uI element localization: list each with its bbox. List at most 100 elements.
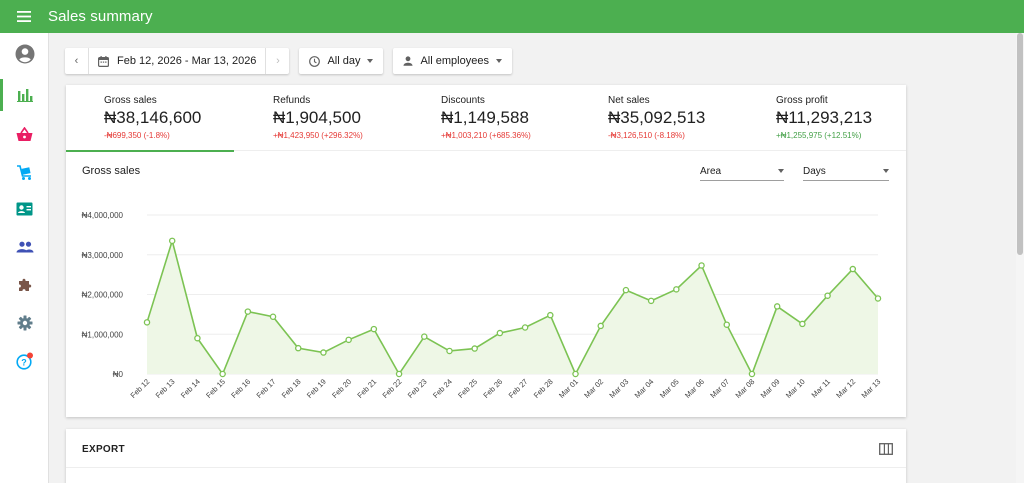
date-range-button[interactable]: Feb 12, 2026 - Mar 13, 2026 (88, 48, 267, 74)
data-point[interactable] (194, 334, 201, 342)
kpi-change: -₦3,126,510 (-8.18%) (608, 131, 685, 140)
sidebar-item-reports[interactable] (0, 76, 49, 114)
y-tick-label: ₦3,000,000 (82, 251, 124, 260)
app-header: Sales summary (0, 0, 1024, 33)
x-tick-label: Mar 13 (860, 377, 883, 400)
kpi-tab-gross-profit[interactable]: Gross profit ₦11,293,213 +₦1,255,975 (+1… (738, 85, 906, 151)
data-point[interactable] (547, 311, 554, 319)
x-tick-label: Feb 17 (255, 377, 278, 400)
chart-type-select[interactable]: Area (700, 162, 784, 181)
chevron-down-icon (883, 169, 889, 173)
x-tick-label: Mar 12 (834, 377, 857, 400)
prev-period-button[interactable]: ‹ (74, 55, 79, 67)
active-tab-indicator (66, 150, 234, 152)
data-point[interactable] (471, 345, 478, 352)
x-tick-label: Mar 06 (683, 377, 706, 400)
data-point[interactable] (219, 370, 226, 378)
period-value: Days (803, 165, 826, 177)
data-point[interactable] (269, 313, 277, 321)
period-select[interactable]: Days (803, 162, 889, 181)
data-point[interactable] (244, 308, 252, 315)
next-period-button[interactable]: › (276, 55, 280, 67)
kpi-tabs: Gross sales ₦38,146,600 -₦699,350 (-1.8%… (66, 85, 906, 152)
chart-title: Gross sales (82, 165, 141, 177)
kpi-value: ₦1,149,588 (441, 108, 529, 127)
x-tick-label: Mar 08 (734, 377, 757, 400)
sidebar-item-employees[interactable] (0, 228, 49, 266)
sidebar-item-sales[interactable] (0, 115, 49, 153)
x-tick-label: Mar 01 (557, 377, 580, 400)
sidebar-item-settings[interactable] (0, 304, 49, 342)
data-point[interactable] (824, 292, 831, 299)
sidebar-item-help[interactable]: ? (0, 342, 49, 380)
y-tick-label: ₦4,000,000 (82, 211, 124, 220)
svg-text:?: ? (21, 357, 27, 367)
data-point[interactable] (698, 262, 705, 269)
menu-icon[interactable] (0, 0, 48, 33)
filter-bar: ‹ Feb 12, 2026 - Mar 13, 2026 › All day … (65, 48, 512, 74)
x-tick-label: Feb 28 (532, 377, 555, 400)
sales-summary-card: Gross sales ₦38,146,600 -₦699,350 (-1.8%… (66, 85, 906, 417)
data-point[interactable] (748, 370, 756, 378)
data-point[interactable] (168, 237, 176, 245)
puzzle-icon (18, 278, 31, 291)
x-tick-label: Mar 09 (759, 377, 782, 400)
export-title: EXPORT (82, 444, 125, 455)
data-point[interactable] (395, 370, 403, 378)
kpi-value: ₦35,092,513 (608, 108, 706, 127)
sidebar-item-account[interactable] (0, 35, 49, 73)
time-filter-label: All day (327, 55, 361, 67)
data-point[interactable] (673, 286, 680, 293)
scrollbar-thumb[interactable] (1017, 33, 1023, 255)
page-scrollbar[interactable] (1016, 33, 1024, 483)
sidebar: ? (0, 33, 49, 483)
data-point[interactable] (622, 286, 630, 294)
data-point[interactable] (496, 329, 504, 337)
kpi-label: Gross sales (104, 95, 157, 106)
people-icon (16, 241, 33, 253)
area-fill (147, 240, 878, 374)
data-point[interactable] (874, 295, 882, 302)
x-tick-label: Mar 10 (784, 377, 807, 400)
calendar-icon (98, 55, 109, 67)
data-point[interactable] (849, 265, 857, 273)
time-filter-dropdown[interactable]: All day (299, 48, 384, 74)
sidebar-item-customers[interactable] (0, 190, 49, 228)
kpi-tab-gross-sales[interactable]: Gross sales ₦38,146,600 -₦699,350 (-1.8%… (66, 85, 234, 152)
help-icon: ? (15, 352, 33, 370)
data-point[interactable] (345, 336, 352, 344)
data-point[interactable] (143, 319, 151, 326)
y-tick-label: ₦2,000,000 (82, 291, 124, 300)
data-point[interactable] (572, 370, 579, 378)
x-tick-label: Feb 22 (381, 377, 404, 400)
kpi-label: Net sales (608, 95, 650, 106)
data-point[interactable] (370, 325, 378, 333)
x-tick-label: Feb 19 (305, 377, 328, 400)
x-tick-label: Mar 02 (582, 377, 605, 400)
person-icon (403, 56, 413, 66)
x-tick-label: Feb 13 (154, 377, 177, 400)
kpi-value: ₦1,904,500 (273, 108, 361, 127)
kpi-tab-refunds[interactable]: Refunds ₦1,904,500 +₦1,423,950 (+296.32%… (235, 85, 403, 151)
data-point[interactable] (421, 333, 428, 340)
x-tick-label: Feb 14 (179, 377, 202, 400)
data-point[interactable] (799, 320, 806, 328)
kpi-label: Gross profit (776, 95, 828, 106)
kpi-tab-net-sales[interactable]: Net sales ₦35,092,513 -₦3,126,510 (-8.18… (570, 85, 738, 151)
chevron-down-icon (778, 169, 784, 173)
sidebar-item-items[interactable] (0, 153, 49, 191)
data-point[interactable] (294, 344, 302, 352)
data-point[interactable] (521, 324, 529, 331)
data-point[interactable] (320, 349, 327, 356)
data-point[interactable] (723, 321, 731, 328)
employee-filter-dropdown[interactable]: All employees (393, 48, 512, 74)
data-point[interactable] (597, 322, 604, 330)
kpi-change: +₦1,255,975 (+12.51%) (776, 131, 862, 140)
kpi-tab-discounts[interactable]: Discounts ₦1,149,588 +₦1,003,210 (+685.3… (403, 85, 571, 151)
columns-icon[interactable] (879, 443, 893, 455)
kpi-value: ₦11,293,213 (776, 108, 873, 127)
data-point[interactable] (446, 347, 453, 355)
sidebar-item-integrations[interactable] (0, 266, 49, 304)
data-point[interactable] (773, 303, 781, 310)
data-point[interactable] (647, 297, 655, 305)
